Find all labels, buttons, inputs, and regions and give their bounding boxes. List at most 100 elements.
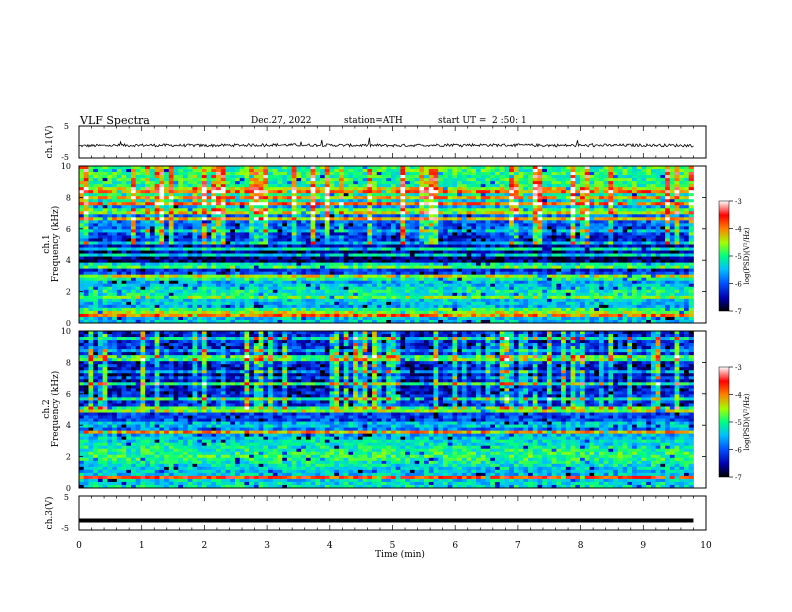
spectrogram-cell	[580, 226, 586, 230]
spectrogram-cell	[433, 271, 439, 276]
spectrogram-cell	[466, 235, 472, 239]
spectrogram-cell	[636, 268, 642, 273]
spectrogram-cell	[688, 172, 694, 176]
spectrogram-cell	[660, 262, 666, 267]
spectrogram-cell	[201, 181, 208, 185]
spectrogram-cell	[650, 226, 657, 230]
spectrogram-cell	[277, 184, 283, 188]
spectrogram-cell	[490, 250, 496, 254]
spectrogram-cell	[121, 238, 127, 242]
spectrogram-cell	[598, 256, 605, 260]
spectrogram-cell	[135, 250, 141, 254]
spectrogram-cell	[277, 262, 283, 267]
spectrogram-cell	[523, 226, 529, 230]
spectrogram-cell	[537, 169, 543, 173]
spectrogram-cell	[480, 184, 486, 188]
spectrogram-cell	[518, 232, 524, 236]
spectrogram-cell	[457, 271, 463, 276]
spectrogram-cell	[409, 199, 415, 203]
spectrogram-cell	[660, 211, 666, 215]
spectrogram-cell	[334, 175, 340, 179]
spectrogram-cell	[239, 178, 245, 182]
spectrogram-cell	[324, 247, 330, 251]
spectrogram-cell	[485, 250, 491, 254]
spectrogram-cell	[291, 271, 297, 276]
spectrogram-cell	[580, 271, 586, 276]
spectrogram-cell	[471, 262, 477, 267]
spectrogram-cell	[442, 211, 449, 215]
spectrogram-cell	[490, 274, 496, 279]
spectrogram-cell	[83, 277, 89, 282]
spectrogram-cell	[263, 253, 269, 257]
spectrogram-cell	[485, 181, 491, 185]
spectrogram-cell	[253, 178, 260, 182]
spectrogram-cell	[627, 217, 633, 221]
spectrogram-cell	[315, 205, 321, 209]
spectrogram-cell	[395, 250, 401, 254]
spectrogram-cell	[570, 262, 576, 267]
spectrogram-cell	[669, 235, 675, 239]
spectrogram-cell	[499, 274, 505, 279]
spectrogram-cell	[390, 241, 397, 245]
spectrogram-cell	[249, 172, 255, 176]
spectrogram-cell	[244, 226, 250, 230]
spectrogram-cell	[258, 226, 264, 230]
spectrogram-cell	[168, 220, 174, 224]
spectrogram-cell	[405, 199, 411, 203]
spectrogram-cell	[613, 274, 619, 279]
spectrogram-cell	[386, 223, 392, 227]
spectrogram-cell	[438, 262, 444, 267]
spectrogram-cell	[447, 271, 453, 276]
spectrogram-cell	[509, 265, 515, 270]
spectrogram-cell	[286, 241, 293, 245]
spectrogram-cell	[551, 214, 557, 218]
spectrogram-cell	[428, 235, 434, 239]
spectrogram-cell	[116, 247, 122, 251]
spectrogram-cell	[173, 244, 179, 248]
spectrogram-cell	[381, 169, 387, 173]
spectrogram-cell	[277, 253, 283, 257]
spectrogram-cell	[140, 196, 146, 200]
spectrogram-cell	[107, 259, 113, 264]
spectrogram-cell	[669, 226, 675, 230]
spectrogram-cell	[315, 196, 321, 200]
spectrogram-cell	[499, 202, 505, 206]
spectrogram-cell	[513, 232, 519, 236]
spectrogram-cell	[669, 214, 675, 218]
spectrogram-cell	[154, 253, 160, 257]
spectrogram-cell	[641, 178, 647, 182]
spectrogram-cell	[140, 181, 146, 185]
spectrogram-cell	[334, 247, 340, 251]
spectrogram-cell	[433, 199, 439, 203]
spectrogram-cell	[234, 193, 241, 197]
spectrogram-cell	[395, 178, 401, 182]
spectrogram-cell	[220, 268, 226, 273]
spectrogram-cell	[234, 241, 241, 245]
spectrogram-cell	[542, 268, 548, 273]
spectrogram-cell	[121, 196, 127, 200]
spectrogram-cell	[679, 256, 685, 260]
spectrogram-cell	[225, 259, 231, 264]
spectrogram-cell	[334, 214, 340, 218]
spectrogram-cell	[613, 199, 619, 203]
spectrogram-cell	[154, 232, 160, 236]
spectrogram-cell	[594, 202, 600, 206]
spectrogram-cell	[395, 259, 401, 264]
spectrogram-cell	[570, 259, 576, 264]
spectrogram-cell	[471, 256, 477, 260]
spectrogram-cell	[414, 238, 420, 242]
spectrogram-cell	[457, 259, 463, 264]
spectrogram-cell	[641, 187, 647, 191]
spectrogram-cell	[216, 172, 222, 176]
ch1-waveform-panel: 5 -5 ch.1(V)	[44, 122, 707, 162]
spectrogram-cell	[272, 277, 278, 282]
spectrogram-cell	[655, 235, 661, 239]
spectrogram-cell	[414, 175, 420, 179]
spectrogram-cell	[537, 274, 543, 279]
spectrogram-cell	[655, 205, 661, 209]
spectrogram-cell	[348, 223, 354, 227]
spectrogram-cell	[674, 208, 680, 212]
spectrogram-cell	[173, 184, 179, 188]
spectrogram-cell	[646, 205, 652, 209]
spectrogram-cell	[372, 274, 378, 279]
